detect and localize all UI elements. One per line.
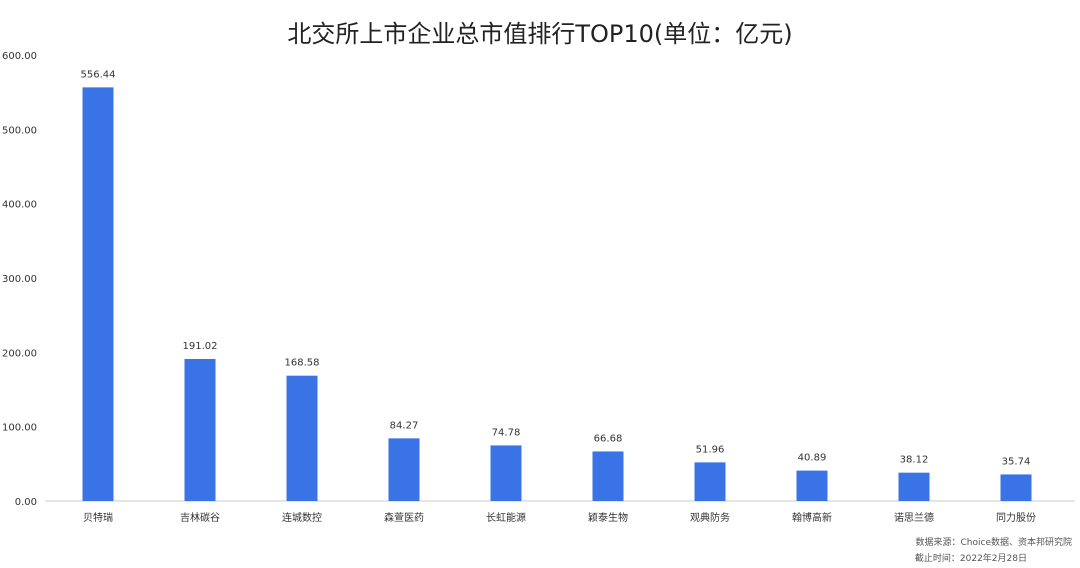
chart-title: 北交所上市企业总市值排行TOP10(单位：亿元) xyxy=(287,20,792,48)
date-note: 截止时间：2022年2月28日 xyxy=(915,552,1027,564)
data-label: 191.02 xyxy=(183,341,218,352)
bar xyxy=(1000,474,1032,501)
bar xyxy=(694,462,726,501)
y-tick-label: 500.00 xyxy=(2,125,37,136)
category-label: 吉林碳谷 xyxy=(180,511,220,524)
data-label: 74.78 xyxy=(492,427,521,438)
category-label: 诺思兰德 xyxy=(894,511,934,524)
category-label: 颖泰生物 xyxy=(588,511,628,524)
data-label: 556.44 xyxy=(81,69,116,80)
data-label: 40.89 xyxy=(798,453,827,464)
bar xyxy=(82,87,114,501)
data-label: 84.27 xyxy=(390,420,419,431)
category-label: 贝特瑞 xyxy=(83,512,113,524)
bar xyxy=(286,375,318,501)
y-axis: 0.00 100.00 200.00 300.00 400.00 500.00 600.00 xyxy=(2,51,37,508)
bar xyxy=(490,445,522,501)
y-tick-label: 300.00 xyxy=(2,274,37,285)
bar xyxy=(388,438,420,501)
y-tick-label: 600.00 xyxy=(2,51,37,62)
data-label: 51.96 xyxy=(696,444,725,455)
bar xyxy=(796,470,828,501)
bar xyxy=(592,451,624,501)
data-label: 66.68 xyxy=(594,433,623,444)
data-label: 168.58 xyxy=(285,358,320,369)
data-label: 38.12 xyxy=(900,455,929,466)
bar xyxy=(184,359,216,501)
category-labels-group: 贝特瑞 吉林碳谷 连城数控 森萱医药 长虹能源 颖泰生物 观典防务 翰博高新 诺思兰德 同力股份 xyxy=(83,511,1036,524)
bars-group xyxy=(82,87,1032,501)
data-label: 35.74 xyxy=(1002,456,1031,467)
source-note: 数据来源：Choice数据、资本邦研究院 xyxy=(916,536,1072,548)
category-label: 长虹能源 xyxy=(486,511,526,524)
category-label: 森萱医药 xyxy=(384,511,424,524)
y-tick-label: 400.00 xyxy=(2,200,37,211)
category-label: 观典防务 xyxy=(690,511,730,524)
category-label: 翰博高新 xyxy=(792,511,832,524)
category-label: 同力股份 xyxy=(996,511,1036,524)
category-label: 连城数控 xyxy=(282,511,322,524)
y-tick-label: 200.00 xyxy=(2,348,37,359)
data-labels-group: 556.44 191.02 168.58 84.27 74.78 66.68 51.96 40… xyxy=(81,69,1031,467)
bar xyxy=(898,472,930,501)
y-tick-label: 100.00 xyxy=(2,423,37,434)
y-tick-label: 0.00 xyxy=(15,497,37,508)
